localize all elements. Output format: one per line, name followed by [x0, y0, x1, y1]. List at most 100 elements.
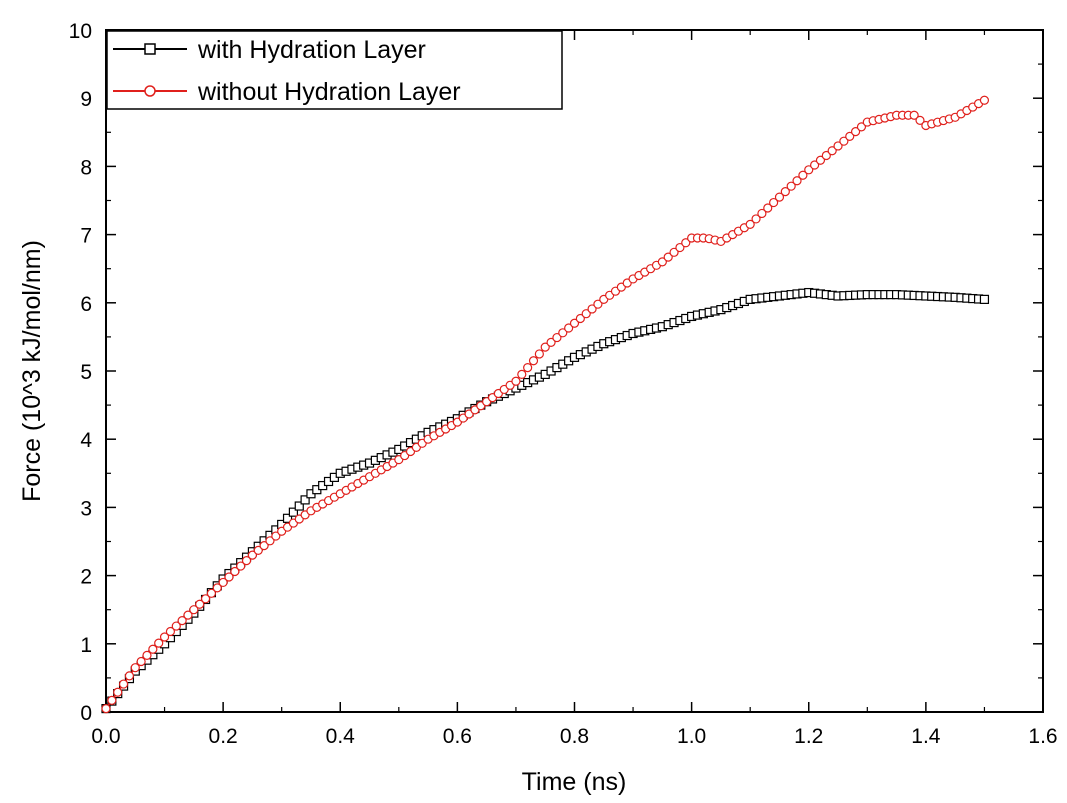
data-point: [909, 110, 919, 120]
data-point: [839, 136, 849, 146]
data-point: [300, 495, 310, 505]
y-tick-label: 5: [80, 361, 92, 384]
data-point: [165, 626, 176, 637]
data-point: [253, 545, 263, 555]
data-point: [569, 318, 580, 328]
data-point: [124, 671, 135, 681]
x-tick-label: 0.2: [209, 725, 238, 748]
x-axis-title: Time (ns): [522, 768, 627, 796]
data-point: [815, 155, 826, 165]
data-point: [271, 531, 281, 541]
series-layer: [101, 95, 990, 714]
data-point: [294, 501, 304, 511]
x-tick-label: 1.0: [677, 725, 706, 748]
data-point: [177, 616, 187, 626]
data-point: [821, 150, 831, 161]
data-point: [827, 146, 837, 156]
data-point: [757, 208, 767, 219]
data-point: [833, 141, 843, 151]
data-point: [763, 203, 773, 213]
data-point: [195, 599, 205, 609]
x-tick-label: 0.4: [326, 725, 356, 748]
data-point: [564, 323, 574, 333]
data-point: [154, 638, 164, 648]
data-point: [148, 644, 158, 654]
legend: with Hydration Layer without Hydration L…: [106, 30, 563, 110]
data-point: [206, 588, 217, 598]
legend-square-marker: [144, 43, 156, 55]
y-axis-ticks: 0 1 2 3 4 5 6 7 8 9 10: [69, 20, 1043, 725]
data-point: [675, 242, 685, 253]
y-tick-label: 0: [80, 702, 92, 725]
data-point: [804, 165, 814, 175]
data-point: [769, 197, 779, 208]
data-point: [552, 332, 562, 343]
data-point: [224, 572, 234, 582]
data-point: [786, 181, 796, 191]
data-point: [745, 219, 755, 229]
data-point: [101, 703, 111, 714]
y-tick-label: 8: [80, 156, 92, 179]
data-point: [230, 566, 240, 577]
data-point: [780, 187, 790, 197]
y-tick-label: 6: [80, 293, 92, 316]
data-point: [979, 95, 990, 105]
data-point: [534, 349, 544, 359]
x-tick-label: 1.4: [911, 725, 941, 748]
data-point: [856, 122, 867, 132]
data-point: [523, 362, 533, 373]
data-point: [118, 679, 129, 689]
data-point: [130, 663, 140, 673]
data-point: [751, 214, 761, 224]
data-point: [136, 656, 146, 667]
data-point: [546, 337, 556, 347]
series-with-hydration: [101, 287, 990, 714]
data-point: [850, 127, 861, 137]
y-tick-label: 9: [80, 88, 92, 111]
data-point: [259, 540, 269, 551]
data-point: [183, 610, 193, 620]
data-point: [189, 605, 199, 615]
data-point: [663, 252, 673, 262]
legend-item-without-hydration: without Hydration Layer: [113, 78, 461, 106]
data-point: [241, 555, 252, 566]
data-point: [288, 507, 298, 517]
series-line-without-hydration: [105, 99, 985, 710]
data-point: [540, 342, 550, 352]
data-point: [247, 550, 258, 560]
legend-label-with-hydration: with Hydration Layer: [197, 36, 426, 64]
data-point: [845, 131, 855, 141]
y-tick-label: 3: [80, 497, 92, 520]
x-tick-label: 1.6: [1028, 725, 1057, 748]
data-point: [212, 583, 222, 593]
y-tick-label: 2: [80, 566, 92, 589]
data-point: [810, 160, 820, 170]
y-axis-title: Force (10^3 kJ/mol/nm): [18, 240, 46, 502]
series-without-hydration: [101, 95, 990, 714]
y-tick-label: 10: [69, 20, 92, 43]
data-point: [587, 304, 597, 314]
data-point: [159, 632, 170, 642]
data-point: [669, 247, 679, 257]
data-point: [558, 328, 568, 338]
data-point: [511, 376, 521, 386]
legend-box: [106, 30, 563, 110]
data-point: [113, 687, 123, 697]
data-point: [282, 513, 293, 523]
data-point: [798, 170, 808, 180]
x-axis-ticks: 0.0 0.2 0.4 0.6 0.8 1.0 1.2 1.4 1.6: [91, 30, 1058, 748]
data-point: [171, 621, 181, 631]
data-point: [979, 294, 990, 304]
x-tick-label: 0.8: [560, 725, 589, 748]
data-point: [265, 536, 275, 546]
data-point: [200, 594, 211, 604]
legend-label-without-hydration: without Hydration Layer: [197, 78, 461, 106]
plot-frame: [105, 29, 1044, 713]
data-point: [792, 176, 802, 186]
legend-item-with-hydration: with Hydration Layer: [113, 36, 426, 64]
data-point: [915, 115, 925, 125]
x-tick-label: 0.6: [443, 725, 472, 748]
x-tick-label: 0.0: [91, 725, 120, 748]
data-point: [142, 650, 152, 660]
data-point: [218, 577, 228, 588]
